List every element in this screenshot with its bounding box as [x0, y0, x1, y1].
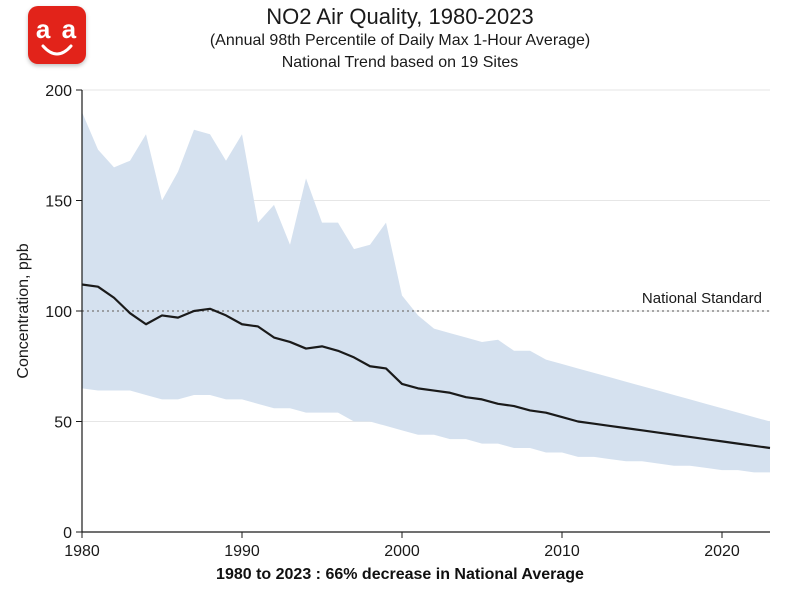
line-chart: 0 50 100 150 200 National Standard 1980 1990 200…	[0, 0, 800, 600]
y-tick-label: 150	[45, 194, 72, 211]
x-tick-label: 1980	[64, 543, 100, 560]
x-tick-label: 1990	[224, 543, 260, 560]
chart-caption: 1980 to 2023 : 66% decrease in National …	[0, 566, 800, 584]
y-tick-label: 200	[45, 83, 72, 100]
national-standard-label: National Standard	[642, 290, 762, 307]
y-tick-label: 100	[45, 304, 72, 321]
x-tick-label: 2000	[384, 543, 420, 560]
x-tick-label: 2020	[704, 543, 740, 560]
y-tick-label: 0	[63, 525, 72, 542]
y-axis-label: Concentration, ppb	[15, 243, 32, 378]
x-tick-label: 2010	[544, 543, 580, 560]
y-tick-label: 50	[54, 415, 72, 432]
